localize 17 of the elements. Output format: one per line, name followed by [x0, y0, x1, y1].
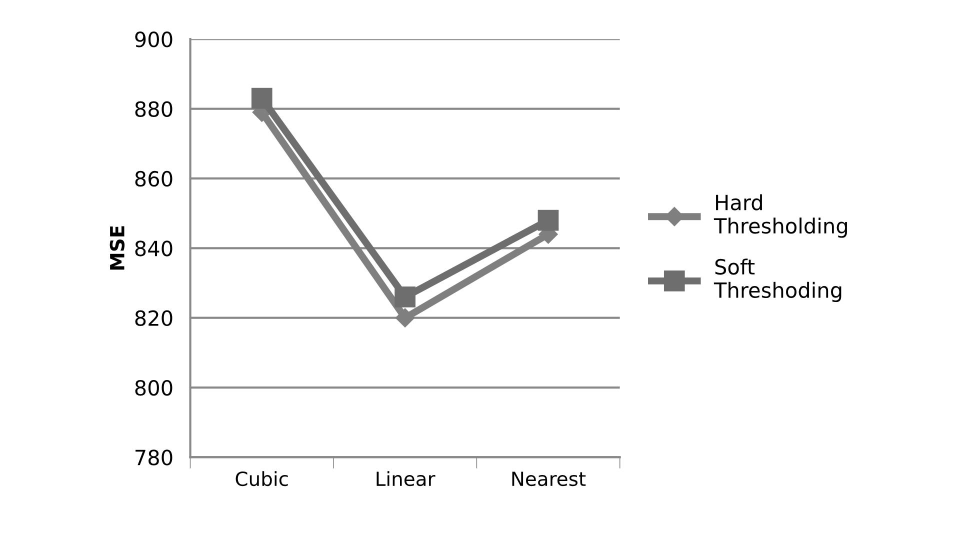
y-tick-label: 840	[135, 240, 172, 256]
x-tick-label: Cubic	[236, 471, 288, 486]
x-tick-label: Nearest	[512, 472, 586, 486]
legend-label: Hard Thresholding	[714, 194, 847, 238]
y-axis-title: MSE	[110, 226, 125, 270]
y-tick-label: 900	[135, 32, 172, 48]
point	[394, 286, 416, 308]
y-tick-label: 780	[136, 450, 172, 466]
y-tick-label: 860	[135, 170, 172, 187]
y-tick-label: 800	[135, 380, 172, 396]
x-tick-label: Linear	[376, 471, 436, 486]
y-tick-label: 880	[135, 101, 172, 117]
point	[538, 210, 559, 231]
point	[396, 308, 415, 328]
y-tick-label: 820	[135, 310, 172, 326]
legend-label: Soft Threshoding	[714, 258, 842, 302]
point	[251, 88, 272, 109]
